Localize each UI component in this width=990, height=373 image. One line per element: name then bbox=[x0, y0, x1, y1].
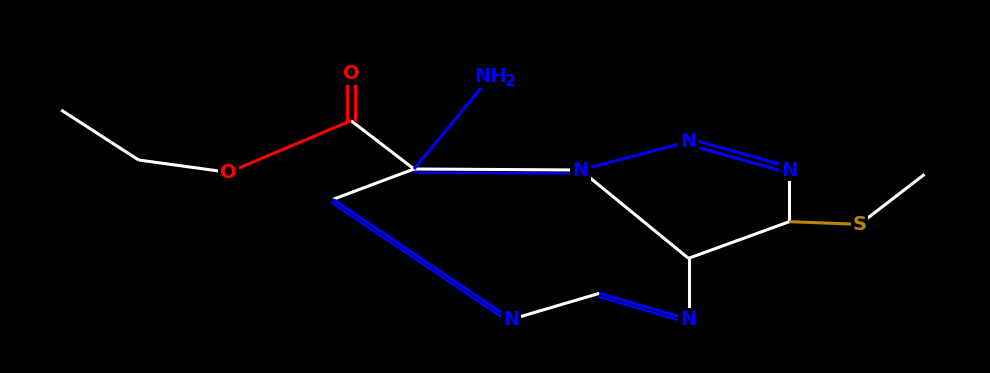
Text: N: N bbox=[680, 310, 697, 329]
Text: N: N bbox=[781, 160, 797, 179]
Text: N: N bbox=[572, 160, 589, 179]
Text: N: N bbox=[680, 132, 697, 151]
Text: N: N bbox=[503, 310, 520, 329]
Text: NH: NH bbox=[474, 67, 507, 86]
Text: O: O bbox=[221, 163, 237, 182]
Text: O: O bbox=[343, 64, 359, 83]
Text: S: S bbox=[852, 215, 866, 234]
Text: 2: 2 bbox=[505, 74, 516, 89]
